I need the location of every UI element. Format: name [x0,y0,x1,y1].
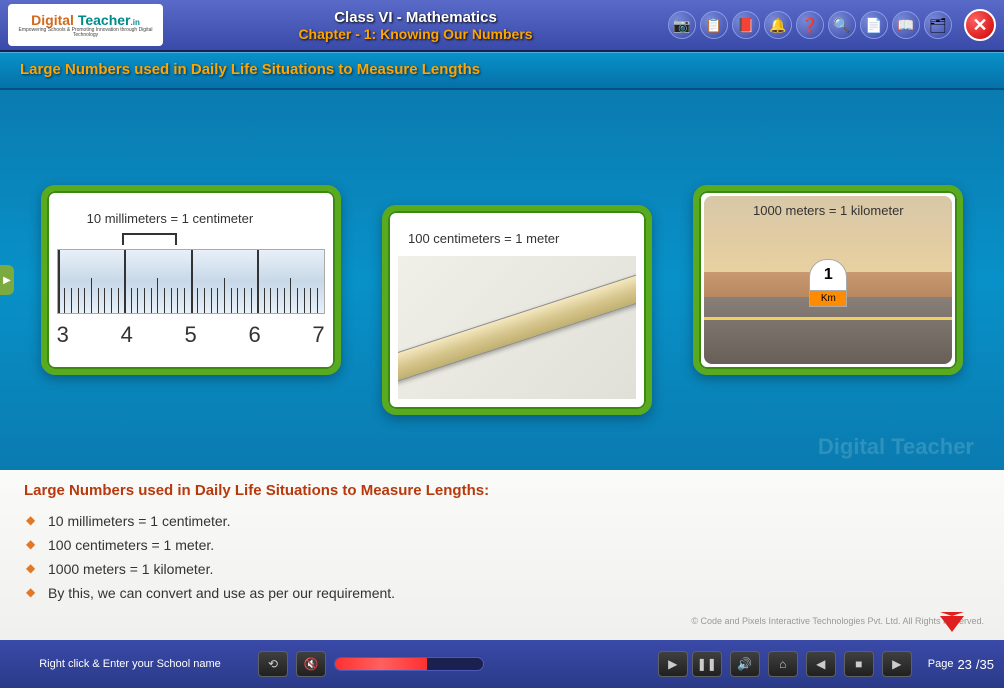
info-list: 10 millimeters = 1 centimeter. 100 centi… [24,509,980,605]
library-icon[interactable]: 📖 [892,11,920,39]
info-panel: Large Numbers used in Daily Life Situati… [0,470,1004,640]
card-cm-m-label: 100 centimeters = 1 meter [408,231,559,246]
watermark: Digital Teacher [818,434,974,460]
progress-fill [335,658,427,670]
ruler-graphic [57,249,325,314]
notes-icon[interactable]: 📋 [700,11,728,39]
ruler-num: 4 [121,322,133,348]
playback-controls: ▶ ❚❚ [658,651,722,677]
card-cm-m: 100 centimeters = 1 meter [382,205,652,415]
info-point: 100 centimeters = 1 meter. [24,533,980,557]
close-button[interactable]: ✕ [964,9,996,41]
bracket-icon [122,233,177,245]
milestone-unit: Km [809,291,847,307]
home-button[interactable]: ⌂ [768,651,798,677]
card-mm-cm: 10 millimeters = 1 centimeter 3 4 5 6 7 [41,185,341,375]
ruler-num: 5 [185,322,197,348]
app-window: Digital Teacher.in Empowering Schools & … [0,0,1004,688]
next-button[interactable]: ▶ [882,651,912,677]
card-m-km-label: 1000 meters = 1 kilometer [699,203,957,218]
play-button[interactable]: ▶ [658,651,688,677]
marker-icon [940,616,964,632]
bell-icon[interactable]: 🔔 [764,11,792,39]
camera-icon[interactable]: 📷 [668,11,696,39]
volume-button[interactable]: 🔊 [730,651,760,677]
toolbar: 📷 📋 📕 🔔 ❓ 🔍 📄 📖 🗂 ✕ [668,9,996,41]
help-icon[interactable]: ❓ [796,11,824,39]
page-current: 23 [957,657,971,672]
meter-ruler-graphic [398,256,636,399]
info-point: By this, we can convert and use as per o… [24,581,980,605]
prev-button[interactable]: ◀ [806,651,836,677]
logo-text: Digital Teacher.in [31,12,140,28]
stop-button[interactable]: ■ [844,651,874,677]
milestone: 1 Km [809,259,847,307]
logo-tagline: Empowering Schools & Promoting Innovatio… [10,28,161,39]
progress-bar[interactable] [334,657,484,671]
ruler-numbers: 3 4 5 6 7 [57,314,325,348]
road-graphic [704,297,952,364]
school-name-prompt[interactable]: Right click & Enter your School name [10,657,250,671]
content-area: ▶ 10 millimeters = 1 centimeter 3 4 5 6 … [0,90,1004,470]
milestone-number: 1 [809,259,847,291]
book-icon[interactable]: 📕 [732,11,760,39]
folder-icon[interactable]: 🗂 [924,11,952,39]
chapter-title: Chapter - 1: Knowing Our Numbers [163,26,668,42]
info-heading: Large Numbers used in Daily Life Situati… [24,482,980,499]
ruler-diagonal [398,262,636,394]
page-icon[interactable]: 📄 [860,11,888,39]
page-label: Page [928,658,954,670]
header-bar: Digital Teacher.in Empowering Schools & … [0,0,1004,52]
page-indicator: Page 23/35 [928,657,994,672]
topic-bar: Large Numbers used in Daily Life Situati… [0,52,1004,90]
card-mm-cm-label: 10 millimeters = 1 centimeter [87,211,254,226]
search-icon[interactable]: 🔍 [828,11,856,39]
road-line [704,317,952,320]
logo: Digital Teacher.in Empowering Schools & … [8,4,163,46]
ruler-num: 7 [312,322,324,348]
class-title: Class VI - Mathematics [163,9,668,26]
replay-button[interactable]: ⟲ [258,651,288,677]
ruler-num: 6 [248,322,260,348]
ruler-closeup: 3 4 5 6 7 [57,249,325,359]
card-m-km: 1000 meters = 1 kilometer 1 Km [693,185,963,375]
pause-button[interactable]: ❚❚ [692,651,722,677]
topic-title: Large Numbers used in Daily Life Situati… [20,61,984,78]
audio-toggle-button[interactable]: 🔇 [296,651,326,677]
expand-sidebar-button[interactable]: ▶ [0,265,14,295]
info-point: 10 millimeters = 1 centimeter. [24,509,980,533]
footer-bar: Right click & Enter your School name ⟲ 🔇… [0,640,1004,688]
title-area: Class VI - Mathematics Chapter - 1: Know… [163,9,668,42]
ruler-num: 3 [57,322,69,348]
info-point: 1000 meters = 1 kilometer. [24,557,980,581]
page-total: /35 [976,657,994,672]
